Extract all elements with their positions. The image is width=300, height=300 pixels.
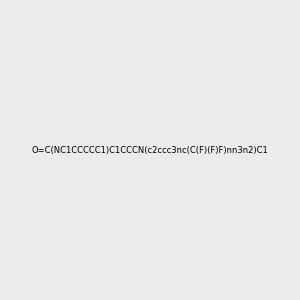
Text: O=C(NC1CCCCC1)C1CCCN(c2ccc3nc(C(F)(F)F)nn3n2)C1: O=C(NC1CCCCC1)C1CCCN(c2ccc3nc(C(F)(F)F)n… [32,146,268,154]
